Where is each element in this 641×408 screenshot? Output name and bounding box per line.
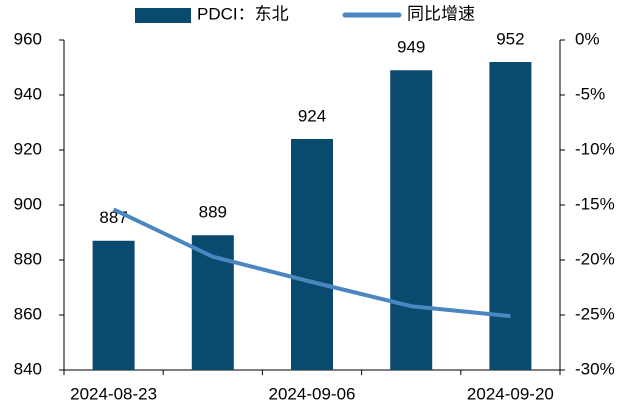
y2-tick-label: -25%	[575, 304, 615, 323]
bar-value-label: 889	[199, 203, 227, 222]
y-tick-label: 880	[14, 249, 42, 268]
bar-value-label: 924	[298, 106, 326, 125]
legend-label: 同比增速	[407, 4, 475, 23]
legend-swatch	[135, 8, 191, 23]
legend-label: PDCI：东北	[197, 4, 289, 23]
y2-tick-label: -30%	[575, 359, 615, 378]
y-tick-label: 840	[14, 359, 42, 378]
line	[112, 207, 511, 319]
bar-value-label: 952	[496, 29, 524, 48]
bar	[92, 240, 135, 370]
y2-tick-label: -5%	[575, 84, 605, 103]
y2-tick-label: -20%	[575, 249, 615, 268]
x-tick-label: 2024-09-06	[269, 384, 356, 403]
bar	[489, 62, 532, 370]
y2-tick-label: -10%	[575, 139, 615, 158]
y-tick-label: 860	[14, 304, 42, 323]
bar-value-label: 949	[397, 38, 425, 57]
bar	[291, 139, 333, 370]
bar	[390, 70, 433, 370]
y-tick-label: 900	[14, 194, 42, 213]
y2-tick-label: -15%	[575, 194, 615, 213]
y-tick-label: 960	[14, 29, 42, 48]
y-tick-label: 940	[14, 84, 42, 103]
x-tick-label: 2024-09-20	[467, 384, 554, 403]
x-tick-label: 2024-08-23	[70, 384, 157, 403]
y2-tick-label: 0%	[575, 29, 600, 48]
y-tick-label: 920	[14, 139, 42, 158]
